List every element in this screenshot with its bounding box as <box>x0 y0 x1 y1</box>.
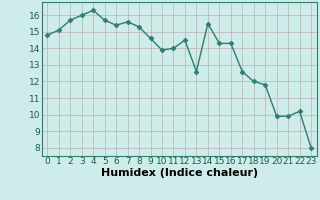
X-axis label: Humidex (Indice chaleur): Humidex (Indice chaleur) <box>100 168 258 178</box>
